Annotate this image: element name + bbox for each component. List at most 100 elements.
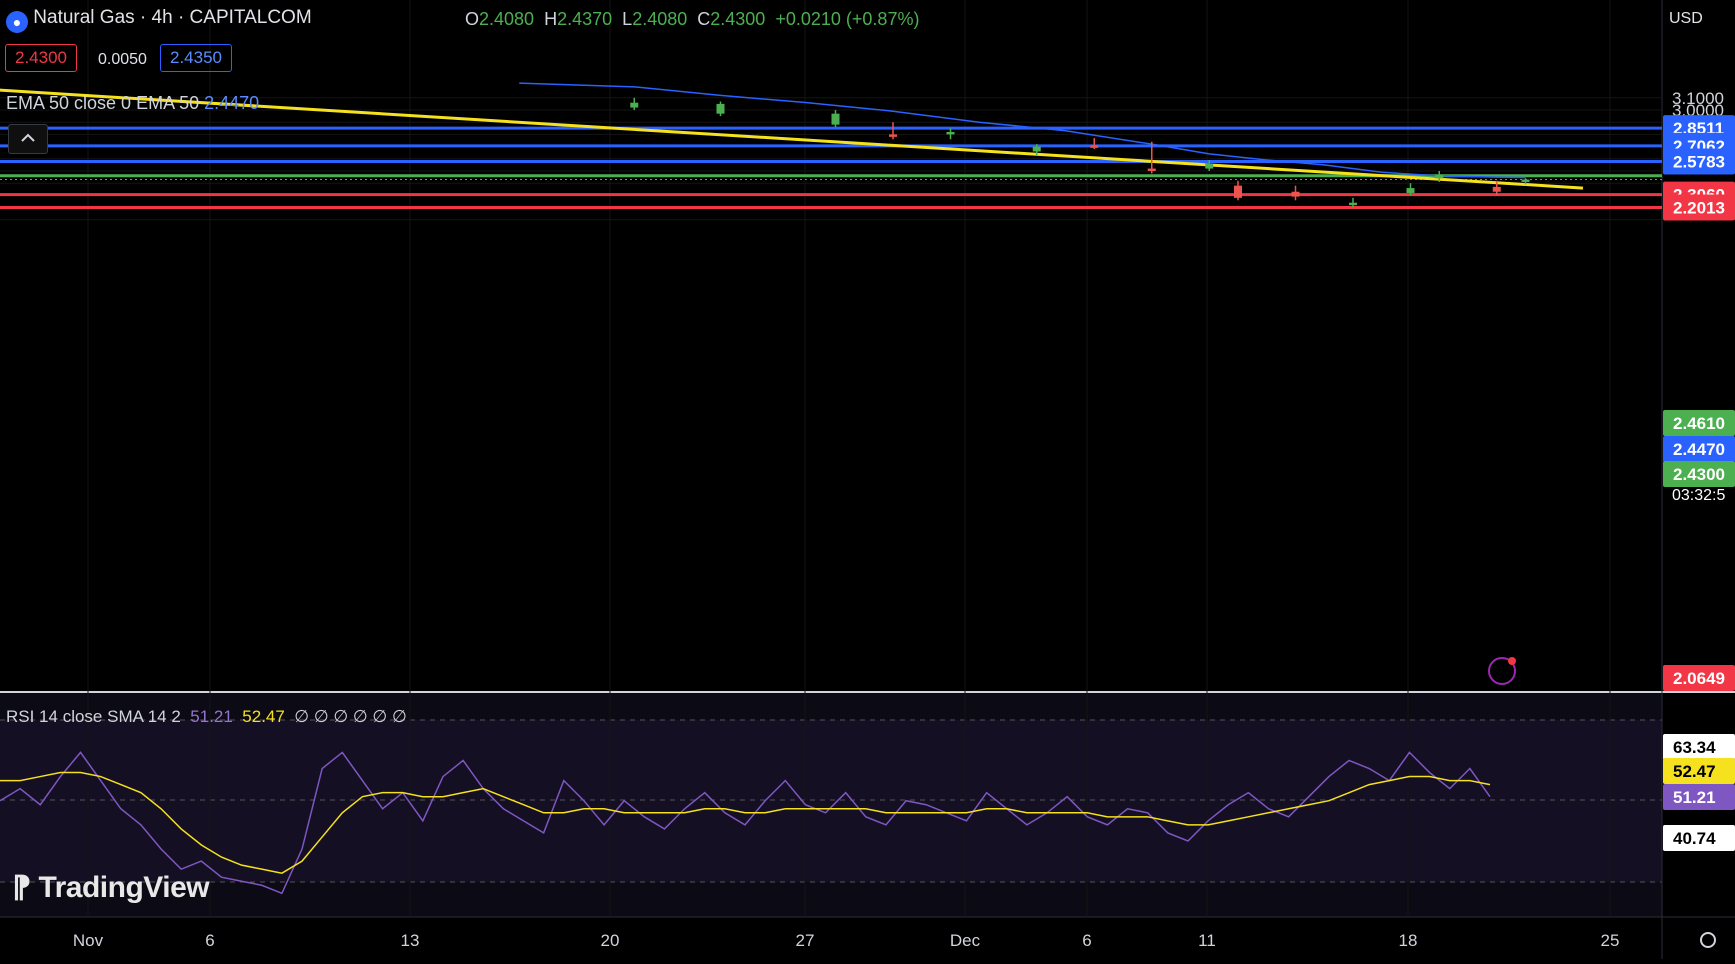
rsi-label: RSI 14 close SMA 14 2 xyxy=(6,707,181,726)
spread-value: 0.0050 xyxy=(98,51,147,68)
rsi-line xyxy=(0,751,1491,895)
price-tag-2.2013-text: 2.2013 xyxy=(1673,198,1725,217)
rsi-tag-40.74-box xyxy=(1663,825,1735,851)
rsi-tag-63.34: 63.34 xyxy=(1663,734,1735,760)
price-tag-2.5783: 2.5783 xyxy=(1663,148,1735,175)
gas-flame-icon: ● xyxy=(6,11,28,33)
notification-dot-icon xyxy=(1508,657,1516,665)
rsi-tag-40.74-text: 40.74 xyxy=(1673,829,1716,848)
high-label: H xyxy=(544,9,558,29)
ema-legend[interactable]: EMA 50 close 0 EMA 50 2.4470 xyxy=(6,93,259,114)
symbol-title[interactable]: Natural Gas · 4h · CAPITALCOM xyxy=(33,7,312,28)
rsi-empty-values: ∅ ∅ ∅ ∅ ∅ ∅ xyxy=(294,707,407,726)
collapse-legend-button[interactable] xyxy=(8,124,48,154)
price-tag-2.4470-text: 2.4470 xyxy=(1673,440,1725,459)
candle xyxy=(630,97,639,110)
rsi-tag-40.74: 40.74 xyxy=(1663,825,1735,851)
rsi-band-fill xyxy=(0,720,1662,882)
change-value: +0.0210 (+0.87%) xyxy=(775,9,920,29)
time-tick-label: 18 xyxy=(1399,931,1418,950)
candle xyxy=(831,110,840,128)
candle xyxy=(1435,171,1444,182)
price-tag-2.4300-box xyxy=(1663,461,1735,487)
candle xyxy=(1349,197,1357,208)
candle xyxy=(1521,178,1530,185)
settings-gear-icon[interactable] xyxy=(1700,932,1716,948)
price-tag-2.4470-box xyxy=(1663,436,1735,462)
close-value: 2.4300 xyxy=(710,9,766,29)
price-tag-2.4300-text: 2.4300 xyxy=(1673,465,1725,484)
candle xyxy=(1234,180,1242,201)
rsi-tag-51.21-text: 51.21 xyxy=(1673,788,1716,807)
sell-button[interactable]: 2.4300 xyxy=(5,44,77,72)
ohlc-readout: O2.4080 H2.4370 L2.4080 C2.4300 +0.0210 … xyxy=(465,9,919,30)
tradingview-wordmark: TradingView xyxy=(38,871,210,904)
candle-body xyxy=(1205,163,1214,169)
time-tick-label: 6 xyxy=(205,931,214,950)
time-tick-label: Nov xyxy=(73,931,104,950)
descending-trendline xyxy=(0,88,1584,190)
price-tag-2.4610-box xyxy=(1663,410,1735,436)
candle-body xyxy=(889,134,897,137)
candle-body xyxy=(1291,191,1300,197)
time-tick-label: 20 xyxy=(601,931,620,950)
open-label: O xyxy=(465,9,480,29)
candle xyxy=(1205,160,1214,171)
price-tag-2.2013-box xyxy=(1663,194,1735,221)
rsi-value: 51.21 xyxy=(190,707,233,726)
price-tag-2.4470: 2.4470 xyxy=(1663,436,1735,462)
candle xyxy=(1032,144,1041,156)
candle xyxy=(1492,180,1501,196)
currency-label[interactable]: USD xyxy=(1669,10,1703,27)
buy-button[interactable]: 2.4350 xyxy=(160,44,232,72)
rsi-sma-value: 52.47 xyxy=(242,707,285,726)
low-value: 2.4080 xyxy=(632,9,688,29)
candle xyxy=(1147,141,1156,174)
price-tag-2.4610-text: 2.4610 xyxy=(1673,414,1725,433)
rsi-tag-63.34-text: 63.34 xyxy=(1673,738,1716,757)
close-label: C xyxy=(697,9,711,29)
price-tag-2.0649-box xyxy=(1663,665,1735,691)
candle xyxy=(1291,185,1300,201)
price-tag-2.2013: 2.2013 xyxy=(1663,194,1735,221)
candle-body xyxy=(1349,202,1357,206)
rsi-tag-51.21-box xyxy=(1663,784,1735,810)
candle xyxy=(1090,138,1099,150)
chevron-up-icon xyxy=(21,133,35,142)
candle-body xyxy=(946,131,955,135)
open-value: 2.4080 xyxy=(479,9,535,29)
candle-body xyxy=(1234,185,1242,198)
price-tag-2.0649: 2.0649 xyxy=(1663,665,1735,691)
candle-body xyxy=(1492,186,1501,192)
candle xyxy=(946,128,955,140)
price-tag-2.5783-text: 2.5783 xyxy=(1673,152,1725,171)
price-tag-2.4610: 2.4610 xyxy=(1663,410,1735,436)
lightning-alert-icon[interactable] xyxy=(1488,657,1516,685)
candle-body xyxy=(1032,146,1041,152)
price-tag-2.0649-text: 2.0649 xyxy=(1673,669,1725,688)
candle-body xyxy=(1406,188,1415,193)
candle xyxy=(716,101,725,117)
rsi-tag-52.47: 52.47 xyxy=(1663,758,1735,784)
low-label: L xyxy=(622,9,633,29)
rsi-tag-63.34-box xyxy=(1663,734,1735,760)
rsi-legend[interactable]: RSI 14 close SMA 14 2 51.21 52.47 ∅ ∅ ∅ … xyxy=(6,707,407,727)
rsi-sma-line xyxy=(0,771,1491,874)
high-value: 2.4370 xyxy=(557,9,613,29)
rsi-tag-51.21: 51.21 xyxy=(1663,784,1735,810)
symbol-header: ● Natural Gas · 4h · CAPITALCOM xyxy=(6,7,312,33)
candle-body xyxy=(831,113,840,125)
rsi-tag-52.47-text: 52.47 xyxy=(1673,762,1716,781)
rsi-tag-52.47-box xyxy=(1663,758,1735,784)
candle-body xyxy=(1090,145,1099,148)
price-tag-2.5783-box xyxy=(1663,148,1735,175)
time-tick-label: 6 xyxy=(1082,931,1091,950)
time-tick-label: 25 xyxy=(1601,931,1620,950)
tradingview-mark-icon: ⁋ xyxy=(12,871,31,904)
time-tick-label: 27 xyxy=(796,931,815,950)
tradingview-logo: ⁋ TradingView xyxy=(12,870,210,905)
ema-value: 2.4470 xyxy=(204,93,260,113)
time-tick-label: Dec xyxy=(950,931,981,950)
